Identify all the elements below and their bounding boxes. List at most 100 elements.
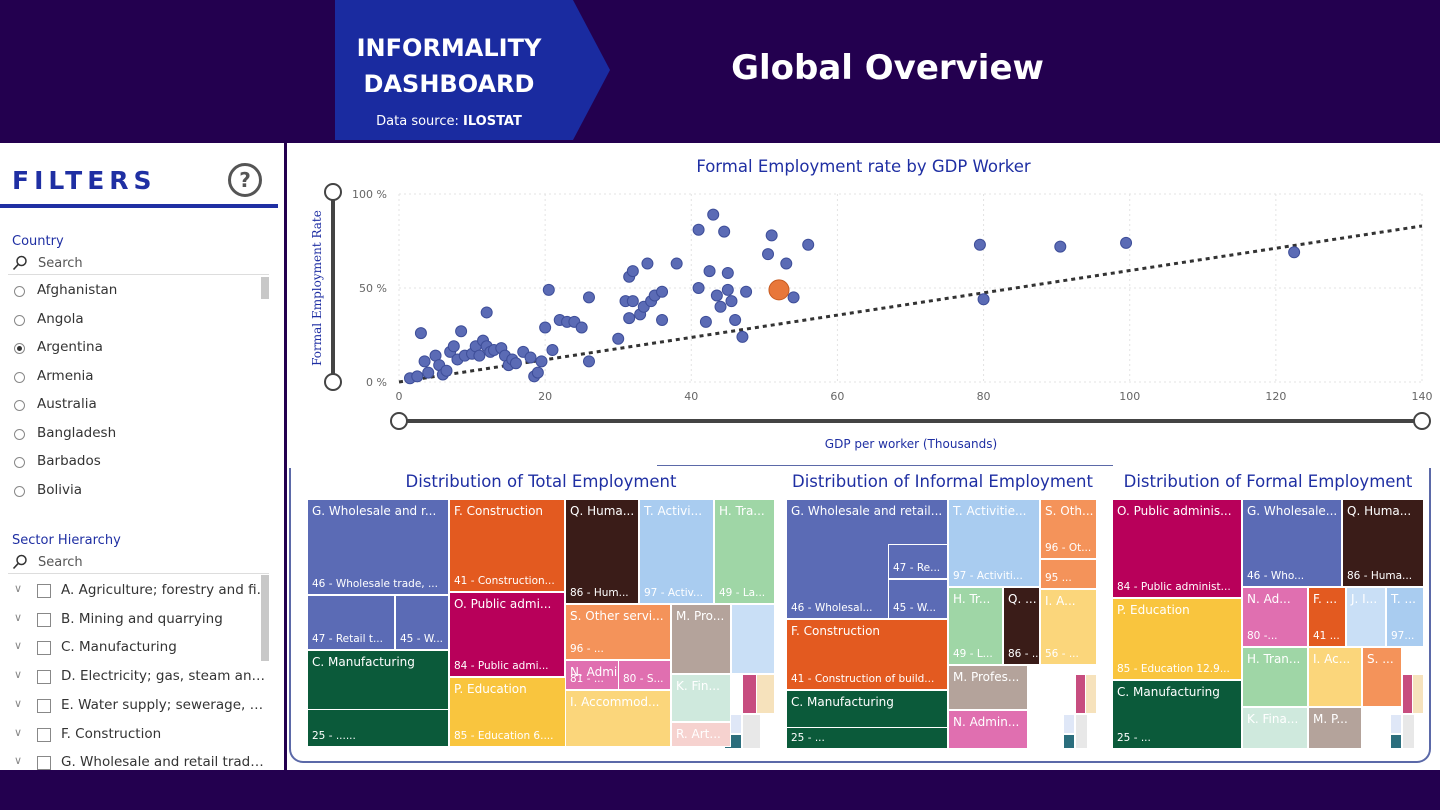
sector-option[interactable]: ∨ C. Manufacturing	[14, 639, 269, 661]
data-point[interactable]	[1288, 246, 1301, 259]
treemap-tile[interactable]: N. Ad... 80 -...	[1242, 587, 1308, 647]
radio-icon[interactable]	[14, 286, 25, 297]
chevron-down-icon[interactable]: ∨	[14, 725, 23, 739]
data-point[interactable]	[542, 283, 555, 296]
data-point[interactable]	[623, 312, 636, 325]
treemap-tile[interactable]: H. Tran...	[1242, 647, 1308, 707]
radio-icon[interactable]	[14, 371, 25, 383]
data-point[interactable]	[973, 238, 986, 251]
data-point[interactable]	[546, 344, 559, 357]
data-point[interactable]	[455, 325, 468, 338]
treemap-tile[interactable]: Q. Huma... 86 - Hum...	[565, 499, 639, 604]
data-point[interactable]	[692, 223, 705, 236]
sector-option[interactable]: ∨ G. Wholesale and retail trade...	[14, 754, 271, 770]
country-search-input[interactable]: Search	[8, 253, 269, 275]
sector-option[interactable]: ∨ A. Agriculture; forestry and fi...	[14, 582, 269, 604]
data-point[interactable]	[714, 300, 727, 313]
data-point[interactable]	[411, 370, 424, 383]
treemap-tile[interactable]: H. Tr... 49 - L...	[948, 587, 1003, 665]
treemap-tile[interactable]: 47 - Retail t...	[307, 595, 395, 650]
data-point[interactable]	[422, 366, 435, 379]
data-point[interactable]	[509, 357, 522, 370]
treemap-tile[interactable]: K. Fin...	[671, 674, 731, 722]
sector-option[interactable]: ∨ B. Mining and quarrying	[14, 611, 269, 633]
data-point[interactable]	[473, 349, 486, 362]
treemap-tile[interactable]: G. Wholesale... 46 - Who...	[1242, 499, 1342, 587]
treemap-tile[interactable]: F. Construction 41 - Construction...	[449, 499, 565, 592]
data-point[interactable]	[699, 315, 712, 328]
country-list-scrollbar[interactable]	[261, 277, 269, 299]
treemap-tile[interactable]: O. Public adminis... 84 - Public administ…	[1112, 499, 1242, 598]
data-point[interactable]	[480, 306, 493, 319]
data-point[interactable]	[582, 291, 595, 304]
treemap-minor-tile[interactable]	[1084, 674, 1097, 714]
checkbox[interactable]	[37, 670, 51, 685]
treemap-tile[interactable]	[731, 604, 775, 674]
treemap-tile[interactable]: 95 ...	[1040, 559, 1097, 589]
treemap-tile[interactable]: Q. Huma... 86 - Huma...	[1342, 499, 1424, 587]
treemap-tile[interactable]: S. Other servi... 96 - ...	[565, 604, 671, 660]
data-point[interactable]	[1054, 240, 1067, 253]
checkbox[interactable]	[37, 641, 51, 656]
chevron-down-icon[interactable]: ∨	[14, 754, 23, 768]
treemap-tile[interactable]: 25 - ......	[307, 709, 449, 747]
radio-icon[interactable]	[14, 485, 25, 497]
data-point[interactable]	[524, 351, 537, 364]
checkbox[interactable]	[37, 612, 51, 627]
treemap-tile[interactable]: F. ... 41 ...	[1308, 587, 1346, 647]
data-point[interactable]	[670, 257, 683, 270]
data-point[interactable]	[736, 330, 749, 343]
data-point[interactable]	[582, 355, 595, 368]
treemap-tile[interactable]: O. Public admi... 84 - Public admi...	[449, 592, 565, 677]
data-point[interactable]	[641, 257, 654, 270]
treemap-tile[interactable]: M. Pro...	[671, 604, 731, 674]
treemap-tile[interactable]: J. I...	[1346, 587, 1386, 647]
sector-option[interactable]: ∨ E. Water supply; sewerage, w...	[14, 696, 271, 719]
data-point[interactable]	[612, 332, 625, 345]
data-point[interactable]	[447, 340, 460, 353]
radio-icon[interactable]	[14, 314, 25, 326]
radio-selected-icon[interactable]	[14, 343, 25, 354]
treemap-minor-tile[interactable]	[1389, 714, 1403, 734]
chevron-down-icon[interactable]: ∨	[14, 696, 23, 710]
treemap-minor-tile[interactable]	[742, 714, 761, 749]
treemap-tile[interactable]: M. P...	[1308, 707, 1362, 749]
sector-list-scrollbar[interactable]	[261, 575, 269, 661]
treemap-tile[interactable]: S. ...	[1362, 647, 1402, 707]
sector-option[interactable]: ∨ F. Construction	[14, 726, 269, 748]
treemap-minor-tile[interactable]	[1389, 734, 1403, 749]
chevron-down-icon[interactable]: ∨	[14, 582, 23, 595]
treemap-tile[interactable]: 80 - S...	[618, 660, 671, 690]
highlighted-data-point[interactable]	[768, 279, 790, 301]
radio-icon[interactable]	[14, 400, 25, 411]
data-point[interactable]	[718, 225, 731, 238]
treemap-minor-tile[interactable]	[1402, 714, 1415, 749]
data-point[interactable]	[740, 285, 753, 298]
data-point[interactable]	[418, 355, 431, 368]
data-point[interactable]	[656, 285, 669, 298]
data-point[interactable]	[729, 313, 742, 326]
treemap-tile[interactable]: K. Fina...	[1242, 707, 1308, 749]
checkbox[interactable]	[37, 584, 51, 598]
treemap-minor-tile[interactable]	[1075, 714, 1088, 749]
x-range-slider-handle[interactable]	[390, 412, 408, 430]
data-point[interactable]	[626, 295, 639, 308]
data-point[interactable]	[977, 293, 990, 306]
treemap-tile[interactable]: S. Oth... 96 - Ot...	[1040, 499, 1097, 559]
data-point[interactable]	[440, 364, 453, 377]
treemap-tile[interactable]: I. Ac...	[1308, 647, 1362, 707]
data-point[interactable]	[780, 257, 793, 270]
data-point[interactable]	[721, 283, 734, 296]
data-point[interactable]	[575, 321, 588, 334]
treemap-tile[interactable]: I. A... 56 - ...	[1040, 589, 1097, 665]
data-point[interactable]	[414, 327, 427, 340]
help-icon[interactable]: ?	[228, 163, 262, 197]
treemap-minor-tile[interactable]	[756, 674, 775, 714]
checkbox[interactable]	[37, 698, 51, 713]
treemap-tile[interactable]: T. ... 97...	[1386, 587, 1424, 647]
treemap-tile[interactable]: C. Manufacturing 25 - ...	[1112, 680, 1242, 749]
data-point[interactable]	[535, 355, 548, 368]
treemap-tile[interactable]: P. Education 85 - Education 12.9...	[1112, 598, 1242, 680]
chevron-down-icon[interactable]: ∨	[14, 668, 23, 682]
treemap-tile[interactable]: P. Education 85 - Education 6....	[449, 677, 571, 747]
